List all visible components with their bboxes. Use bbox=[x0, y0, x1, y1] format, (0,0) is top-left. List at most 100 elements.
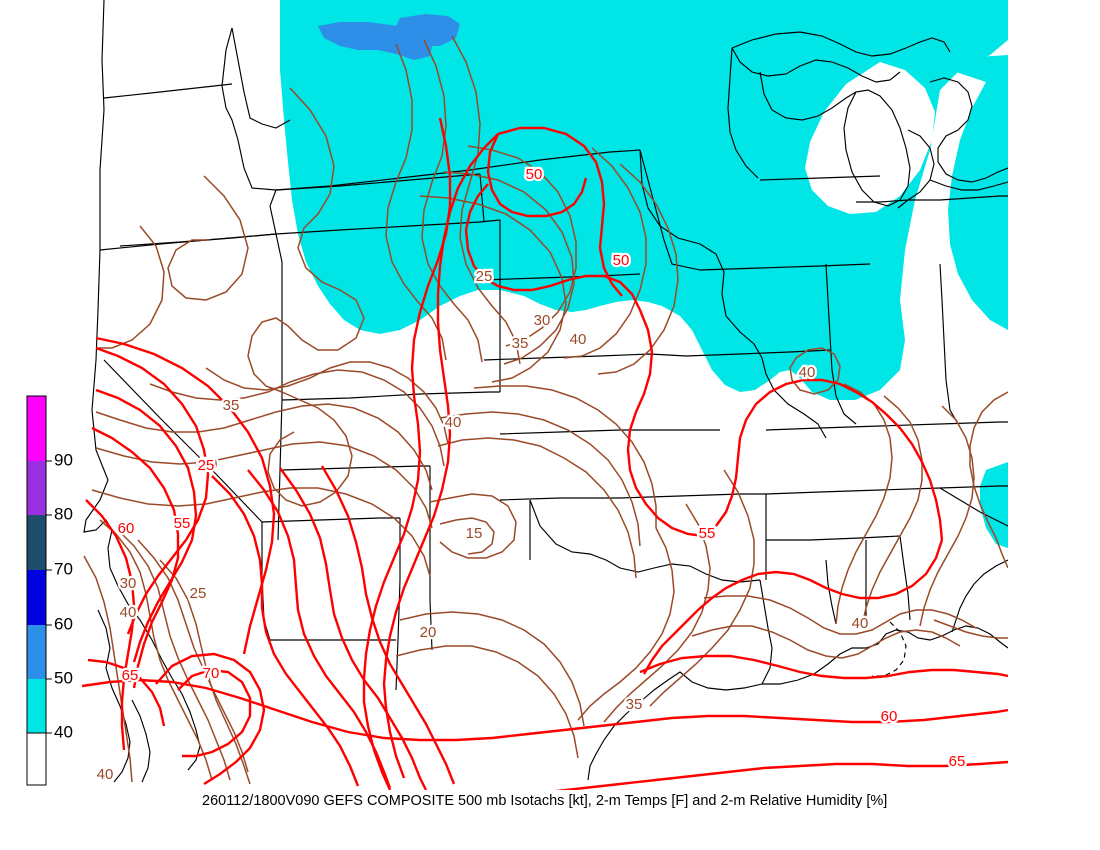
temp-contour bbox=[117, 529, 231, 781]
border-mn-wi bbox=[727, 47, 759, 179]
temp-contour bbox=[603, 503, 711, 723]
colorbar-band-70 bbox=[27, 515, 46, 570]
temp-contour bbox=[95, 441, 433, 529]
temp-contour bbox=[83, 555, 133, 783]
temp-contour bbox=[703, 595, 977, 635]
border-canada bbox=[231, 27, 291, 129]
border-ia-mn bbox=[699, 263, 871, 271]
colorbar-band-60 bbox=[27, 570, 46, 625]
border-north-1 bbox=[275, 149, 641, 191]
colorbar-band-40 bbox=[27, 679, 46, 733]
isotach-contour bbox=[81, 678, 1008, 742]
colorbar-band-90 bbox=[27, 396, 46, 461]
colorbar-band-80 bbox=[27, 461, 46, 515]
colorbar-tick-label-80: 80 bbox=[54, 504, 73, 523]
temp-label: 40 bbox=[445, 414, 462, 431]
temp-contour bbox=[395, 645, 579, 759]
temp-label: 25 bbox=[476, 268, 493, 285]
isotach-contour bbox=[95, 388, 198, 663]
border-az-nm bbox=[395, 518, 401, 691]
border-wy-east bbox=[479, 173, 485, 223]
border-ks-ok bbox=[499, 493, 766, 501]
isotach-contour bbox=[626, 309, 705, 538]
border-mt-wy bbox=[275, 173, 481, 191]
temp-contour bbox=[649, 469, 755, 707]
isotach-contour bbox=[555, 760, 1008, 790]
isotach-contour bbox=[320, 465, 456, 785]
temp-label: 30 bbox=[534, 312, 551, 329]
temp-label: 35 bbox=[223, 397, 240, 414]
border-wy-south bbox=[275, 219, 501, 235]
isotach-label: 60 bbox=[118, 520, 135, 537]
temp-contour bbox=[99, 519, 213, 781]
temp-contour bbox=[439, 411, 641, 547]
temp-contour bbox=[429, 493, 517, 559]
isotach-contour bbox=[279, 467, 428, 790]
border-tx-gulf bbox=[587, 671, 763, 781]
isotach-label: 65 bbox=[949, 753, 966, 770]
temp-label: 30 bbox=[120, 575, 137, 592]
border-nv-ca-diag bbox=[103, 359, 263, 523]
temp-contour bbox=[691, 625, 961, 659]
border-in-oh bbox=[939, 263, 959, 425]
temp-label: 50 bbox=[201, 456, 218, 473]
temp-contour bbox=[95, 403, 433, 491]
isotach-contour bbox=[95, 346, 210, 635]
isotach-contour bbox=[95, 336, 276, 655]
temp-contour bbox=[399, 611, 585, 727]
isotach-contour bbox=[87, 658, 166, 727]
temp-contour bbox=[167, 175, 249, 301]
temp-contour bbox=[451, 35, 521, 365]
border-ok-tx bbox=[529, 499, 761, 583]
border-wi-il bbox=[759, 175, 881, 181]
border-la-ms bbox=[825, 559, 837, 625]
isotach-contour bbox=[464, 183, 642, 311]
isotach-contours-layer bbox=[81, 117, 1008, 790]
temp-contour bbox=[443, 171, 575, 365]
temp-contour bbox=[159, 559, 251, 785]
temp-label: 20 bbox=[420, 624, 437, 641]
border-nc-sc bbox=[939, 487, 1008, 527]
border-nd-sd bbox=[479, 273, 641, 281]
temp-contour bbox=[137, 539, 249, 773]
temp-contour bbox=[267, 391, 353, 507]
rh-shading-layer bbox=[280, 0, 1008, 548]
border-ar-ok bbox=[766, 535, 901, 541]
temp-contour bbox=[467, 145, 577, 347]
border-tn-ky bbox=[765, 421, 1008, 431]
temp-label: 15 bbox=[466, 525, 483, 542]
temperature-contours-layer bbox=[83, 35, 1008, 785]
border-wa-or bbox=[103, 83, 233, 99]
lake-superior bbox=[731, 31, 951, 57]
temp-label: 40 bbox=[120, 604, 137, 621]
isotach-label: 70 bbox=[203, 665, 220, 682]
border-nm-co bbox=[281, 465, 430, 471]
isotach-contour bbox=[497, 126, 623, 297]
figure-caption: 260112/1800V090 GEFS COMPOSITE 500 mb Is… bbox=[202, 793, 887, 809]
isotach-label: 60 bbox=[881, 708, 898, 725]
border-idaho-mt bbox=[221, 27, 277, 191]
rh-band-40-east-coast-patch bbox=[980, 462, 1008, 548]
temp-contour bbox=[933, 619, 1008, 639]
isotach-label: 55 bbox=[174, 515, 191, 532]
isotach-contour bbox=[639, 654, 1008, 680]
border-co-south bbox=[281, 391, 500, 401]
border-baja-east bbox=[131, 699, 151, 783]
temp-contour bbox=[149, 369, 445, 467]
temp-contour bbox=[597, 163, 679, 375]
border-baja bbox=[97, 609, 131, 783]
rh-band-50-north-patch-2 bbox=[396, 14, 460, 46]
lake-erie-south bbox=[929, 179, 1008, 191]
isotach-label: 50 bbox=[526, 166, 543, 183]
temp-label: 35 bbox=[512, 335, 529, 352]
border-mo-ia bbox=[685, 349, 831, 357]
temp-contour bbox=[861, 395, 923, 627]
colorbar-tick-label-90: 90 bbox=[54, 450, 73, 469]
border-ne-ks bbox=[499, 429, 720, 435]
colorbar-tick-label-50: 50 bbox=[54, 668, 73, 687]
temp-contour bbox=[437, 437, 637, 579]
mi-upper bbox=[759, 71, 857, 121]
temp-contour bbox=[789, 347, 841, 395]
relative-humidity-colorbar[interactable]: 90 80 70 60 50 40 bbox=[26, 395, 73, 786]
